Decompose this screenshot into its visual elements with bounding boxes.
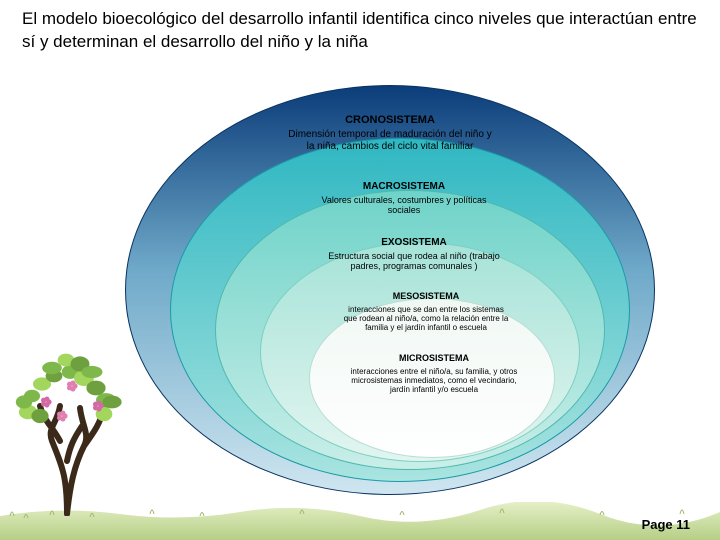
system-title: CRONOSISTEMA xyxy=(345,114,435,126)
page-number: Page 11 xyxy=(642,517,690,532)
system-desc: interacciones entre el niño/a, su famili… xyxy=(349,367,519,395)
tree-decoration xyxy=(12,346,122,516)
system-label-1: MACROSISTEMA Valores culturales, costumbr… xyxy=(322,176,487,216)
system-label-3: MESOSISTEMA interacciones que se dan entr… xyxy=(341,286,511,333)
system-desc: Valores culturales, costumbres y polític… xyxy=(322,195,487,216)
system-title: MACROSISTEMA xyxy=(363,181,445,192)
heading-text: El modelo bioecológico del desarrollo in… xyxy=(22,9,697,51)
system-title: MICROSISTEMA xyxy=(399,353,469,363)
system-title: EXOSISTEMA xyxy=(381,237,447,248)
system-label-0: CRONOSISTEMA Dimensión temporal de madura… xyxy=(285,110,495,152)
system-desc: Dimensión temporal de maduración del niñ… xyxy=(285,129,495,152)
system-label-4: MICROSISTEMA interacciones entre el niño/… xyxy=(349,348,519,395)
system-title: MESOSISTEMA xyxy=(393,291,460,301)
system-label-2: EXOSISTEMA Estructura social que rodea al… xyxy=(314,232,514,272)
system-desc: Estructura social que rodea al niño (tra… xyxy=(314,251,514,272)
system-desc: interacciones que se dan entre los siste… xyxy=(341,305,511,333)
page-title: El modelo bioecológico del desarrollo in… xyxy=(22,8,698,54)
